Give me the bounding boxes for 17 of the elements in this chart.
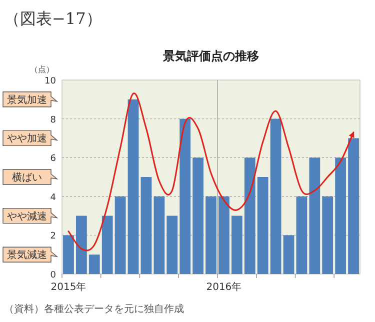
text: （図表−17） xyxy=(4,9,102,28)
callout: やや加速 xyxy=(2,130,58,146)
callout: 景気減速 xyxy=(2,246,58,262)
text: （資料）各種公表データを元に独自作成 xyxy=(4,303,184,315)
y-tick-label: 10 xyxy=(44,76,56,86)
y-tick-label: 8 xyxy=(50,115,56,126)
x-tick-label: 2015年 xyxy=(50,281,86,293)
y-tick-label: 0 xyxy=(50,270,56,280)
y-tick-label: 6 xyxy=(50,154,56,164)
callout: 景気加速 xyxy=(2,92,58,108)
y-tick-label: 4 xyxy=(50,192,56,203)
callout: 横ばい xyxy=(2,169,58,185)
y-axis-title: （点） xyxy=(30,65,54,74)
x-tick-label: 2016年 xyxy=(206,281,242,293)
callout: やや減速 xyxy=(2,208,58,224)
chart-title: 景気評価点の推移 xyxy=(162,49,259,63)
y-tick-label: 2 xyxy=(50,232,56,242)
